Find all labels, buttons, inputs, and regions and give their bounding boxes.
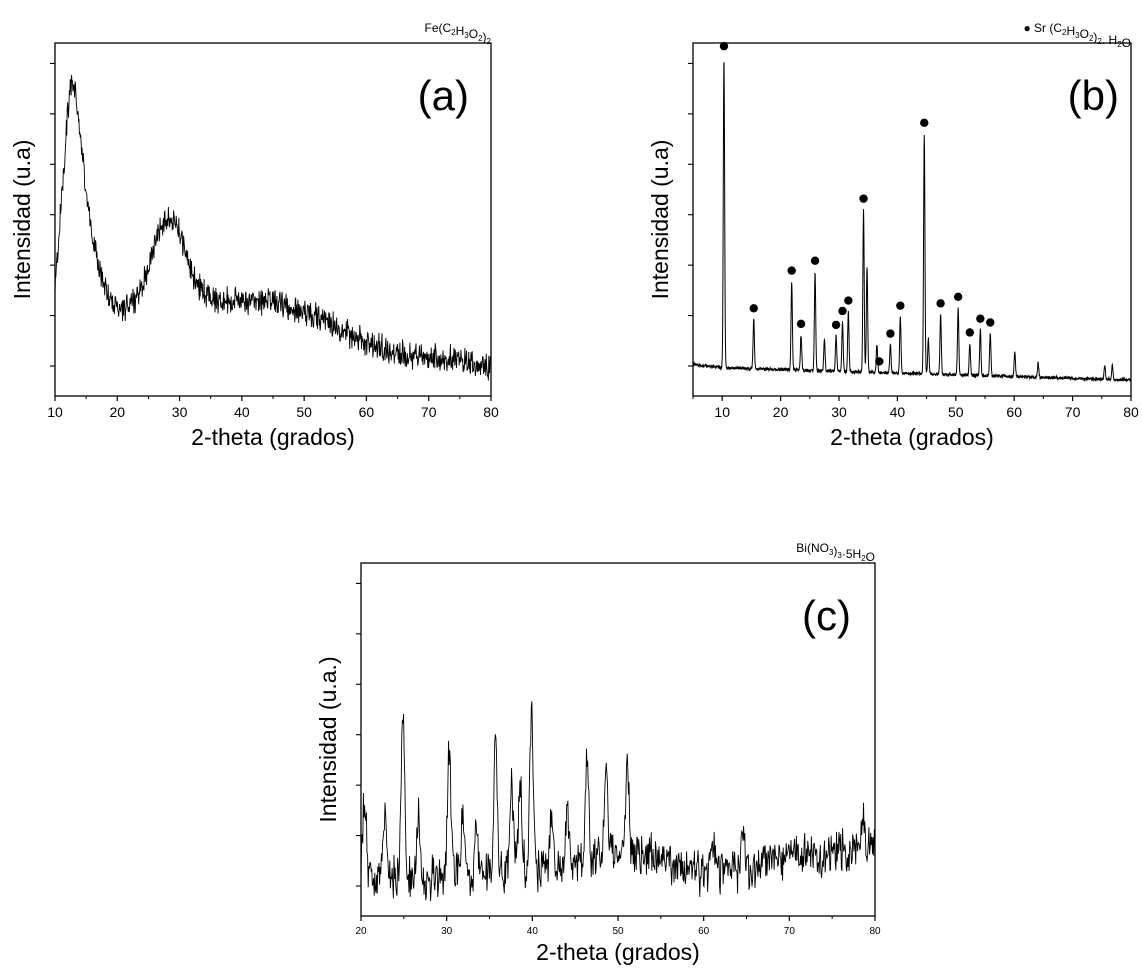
peak-marker	[796, 319, 806, 329]
peak-marker	[719, 41, 729, 51]
formula-subscript: 3	[829, 548, 834, 557]
series-line	[55, 74, 491, 381]
peak-marker	[965, 328, 975, 337]
x-tick-label: 30	[172, 404, 188, 420]
formula-text: H	[456, 24, 465, 38]
formula-subscript: 3	[464, 31, 469, 40]
formula-text: )	[833, 544, 837, 558]
formula-text: Fe(C	[425, 21, 452, 35]
x-tick-label: 70	[1065, 404, 1081, 420]
peak-marker	[896, 301, 905, 310]
formula-text: Sr (C	[1034, 21, 1062, 35]
series-line	[693, 62, 1131, 383]
formula-subscript: 2	[1062, 28, 1067, 37]
sample-formula: Fe(C2H3O2)2	[425, 21, 492, 46]
formula-subscript: 2	[1117, 40, 1122, 49]
panel-label: (b)	[1068, 72, 1119, 119]
formula-subscript: 2	[478, 34, 483, 43]
formula-text: )	[1093, 30, 1097, 44]
series-line	[361, 701, 875, 902]
formula-text: O	[866, 550, 875, 564]
formula-text: )	[483, 30, 487, 44]
plot-frame	[360, 562, 876, 917]
plot-frame	[692, 42, 1132, 397]
chart-a: 10 20 30 40 50 60 70 80 2-theta (grados) Intensid…	[9, 21, 499, 450]
x-tick-label: 20	[773, 404, 789, 420]
x-tick-label: 10	[714, 404, 730, 420]
chart-c: 20 30 40 50 60 70 80 2-theta (grados) Intensidad…	[315, 541, 881, 965]
sample-formula: ● Sr (C2H3O2)2. H2O	[1023, 21, 1131, 50]
x-tick-label: 40	[890, 404, 906, 420]
x-tick-label: 80	[483, 404, 499, 420]
formula-subscript: 2	[487, 37, 492, 46]
peak-marker	[886, 329, 895, 338]
peak-marker	[749, 304, 758, 313]
formula-text: O	[1080, 27, 1089, 41]
peak-marker	[838, 306, 847, 316]
formula-subscript: 2	[861, 554, 866, 563]
formula-subscript: 2	[1097, 37, 1102, 46]
x-tick-label: 30	[441, 926, 453, 937]
formula-subscript: 2	[451, 28, 456, 37]
formula-text: H	[1066, 24, 1075, 38]
x-tick-label: 60	[359, 404, 375, 420]
peak-marker	[986, 318, 995, 327]
sample-formula: Bi(NO3)3·5H2O	[796, 541, 875, 564]
formula-subscript: 3	[837, 551, 842, 560]
x-tick-label: 60	[698, 926, 710, 937]
panel-label: (a)	[418, 72, 469, 119]
x-tick-label: 30	[831, 404, 847, 420]
x-tick-label: 50	[612, 926, 624, 937]
y-axis-title: Intensidad (u.a.)	[315, 656, 341, 822]
x-tick-label: 10	[47, 404, 63, 420]
formula-text: ·5H	[842, 547, 861, 561]
panel-label: (c)	[802, 592, 851, 639]
x-axis-title: 2-theta (grados)	[191, 424, 355, 450]
formula-text: O	[469, 27, 478, 41]
peak-marker	[953, 292, 963, 302]
peak-marker	[810, 256, 820, 265]
x-tick-label: 70	[784, 926, 796, 937]
x-tick-label: 70	[421, 404, 437, 420]
x-tick-label: 80	[869, 926, 881, 937]
formula-text: Bi(NO	[796, 541, 829, 555]
x-tick-label: 80	[1123, 404, 1139, 420]
x-tick-label: 50	[948, 404, 964, 420]
x-axis-title: 2-theta (grados)	[830, 424, 994, 450]
peak-marker	[859, 194, 868, 203]
x-tick-label: 60	[1006, 404, 1022, 420]
formula-text: . H	[1102, 33, 1117, 47]
peak-marker	[976, 314, 985, 323]
peak-marker	[831, 320, 841, 330]
x-tick-label: 40	[234, 404, 250, 420]
x-tick-label: 40	[527, 926, 539, 937]
chart-b: 10 20 30 40 50 60 70 80 2-theta (grados) Intensid…	[647, 21, 1139, 450]
y-axis-title: Intensidad (u.a)	[647, 140, 673, 300]
y-axis-title: Intensidad (u.a)	[9, 140, 35, 300]
peak-marker	[844, 296, 853, 305]
peak-marker	[875, 357, 884, 366]
x-tick-label: 50	[296, 404, 312, 420]
peak-marker	[920, 118, 929, 128]
formula-subscript: 3	[1075, 31, 1080, 40]
x-tick-label: 20	[355, 926, 367, 937]
peak-marker	[936, 299, 945, 308]
x-axis-title: 2-theta (grados)	[536, 939, 700, 965]
formula-text: O	[1122, 36, 1131, 50]
peak-marker	[787, 266, 796, 275]
formula-subscript: 2	[1089, 34, 1094, 43]
x-tick-label: 20	[109, 404, 125, 420]
legend-dot: ●	[1023, 21, 1034, 35]
